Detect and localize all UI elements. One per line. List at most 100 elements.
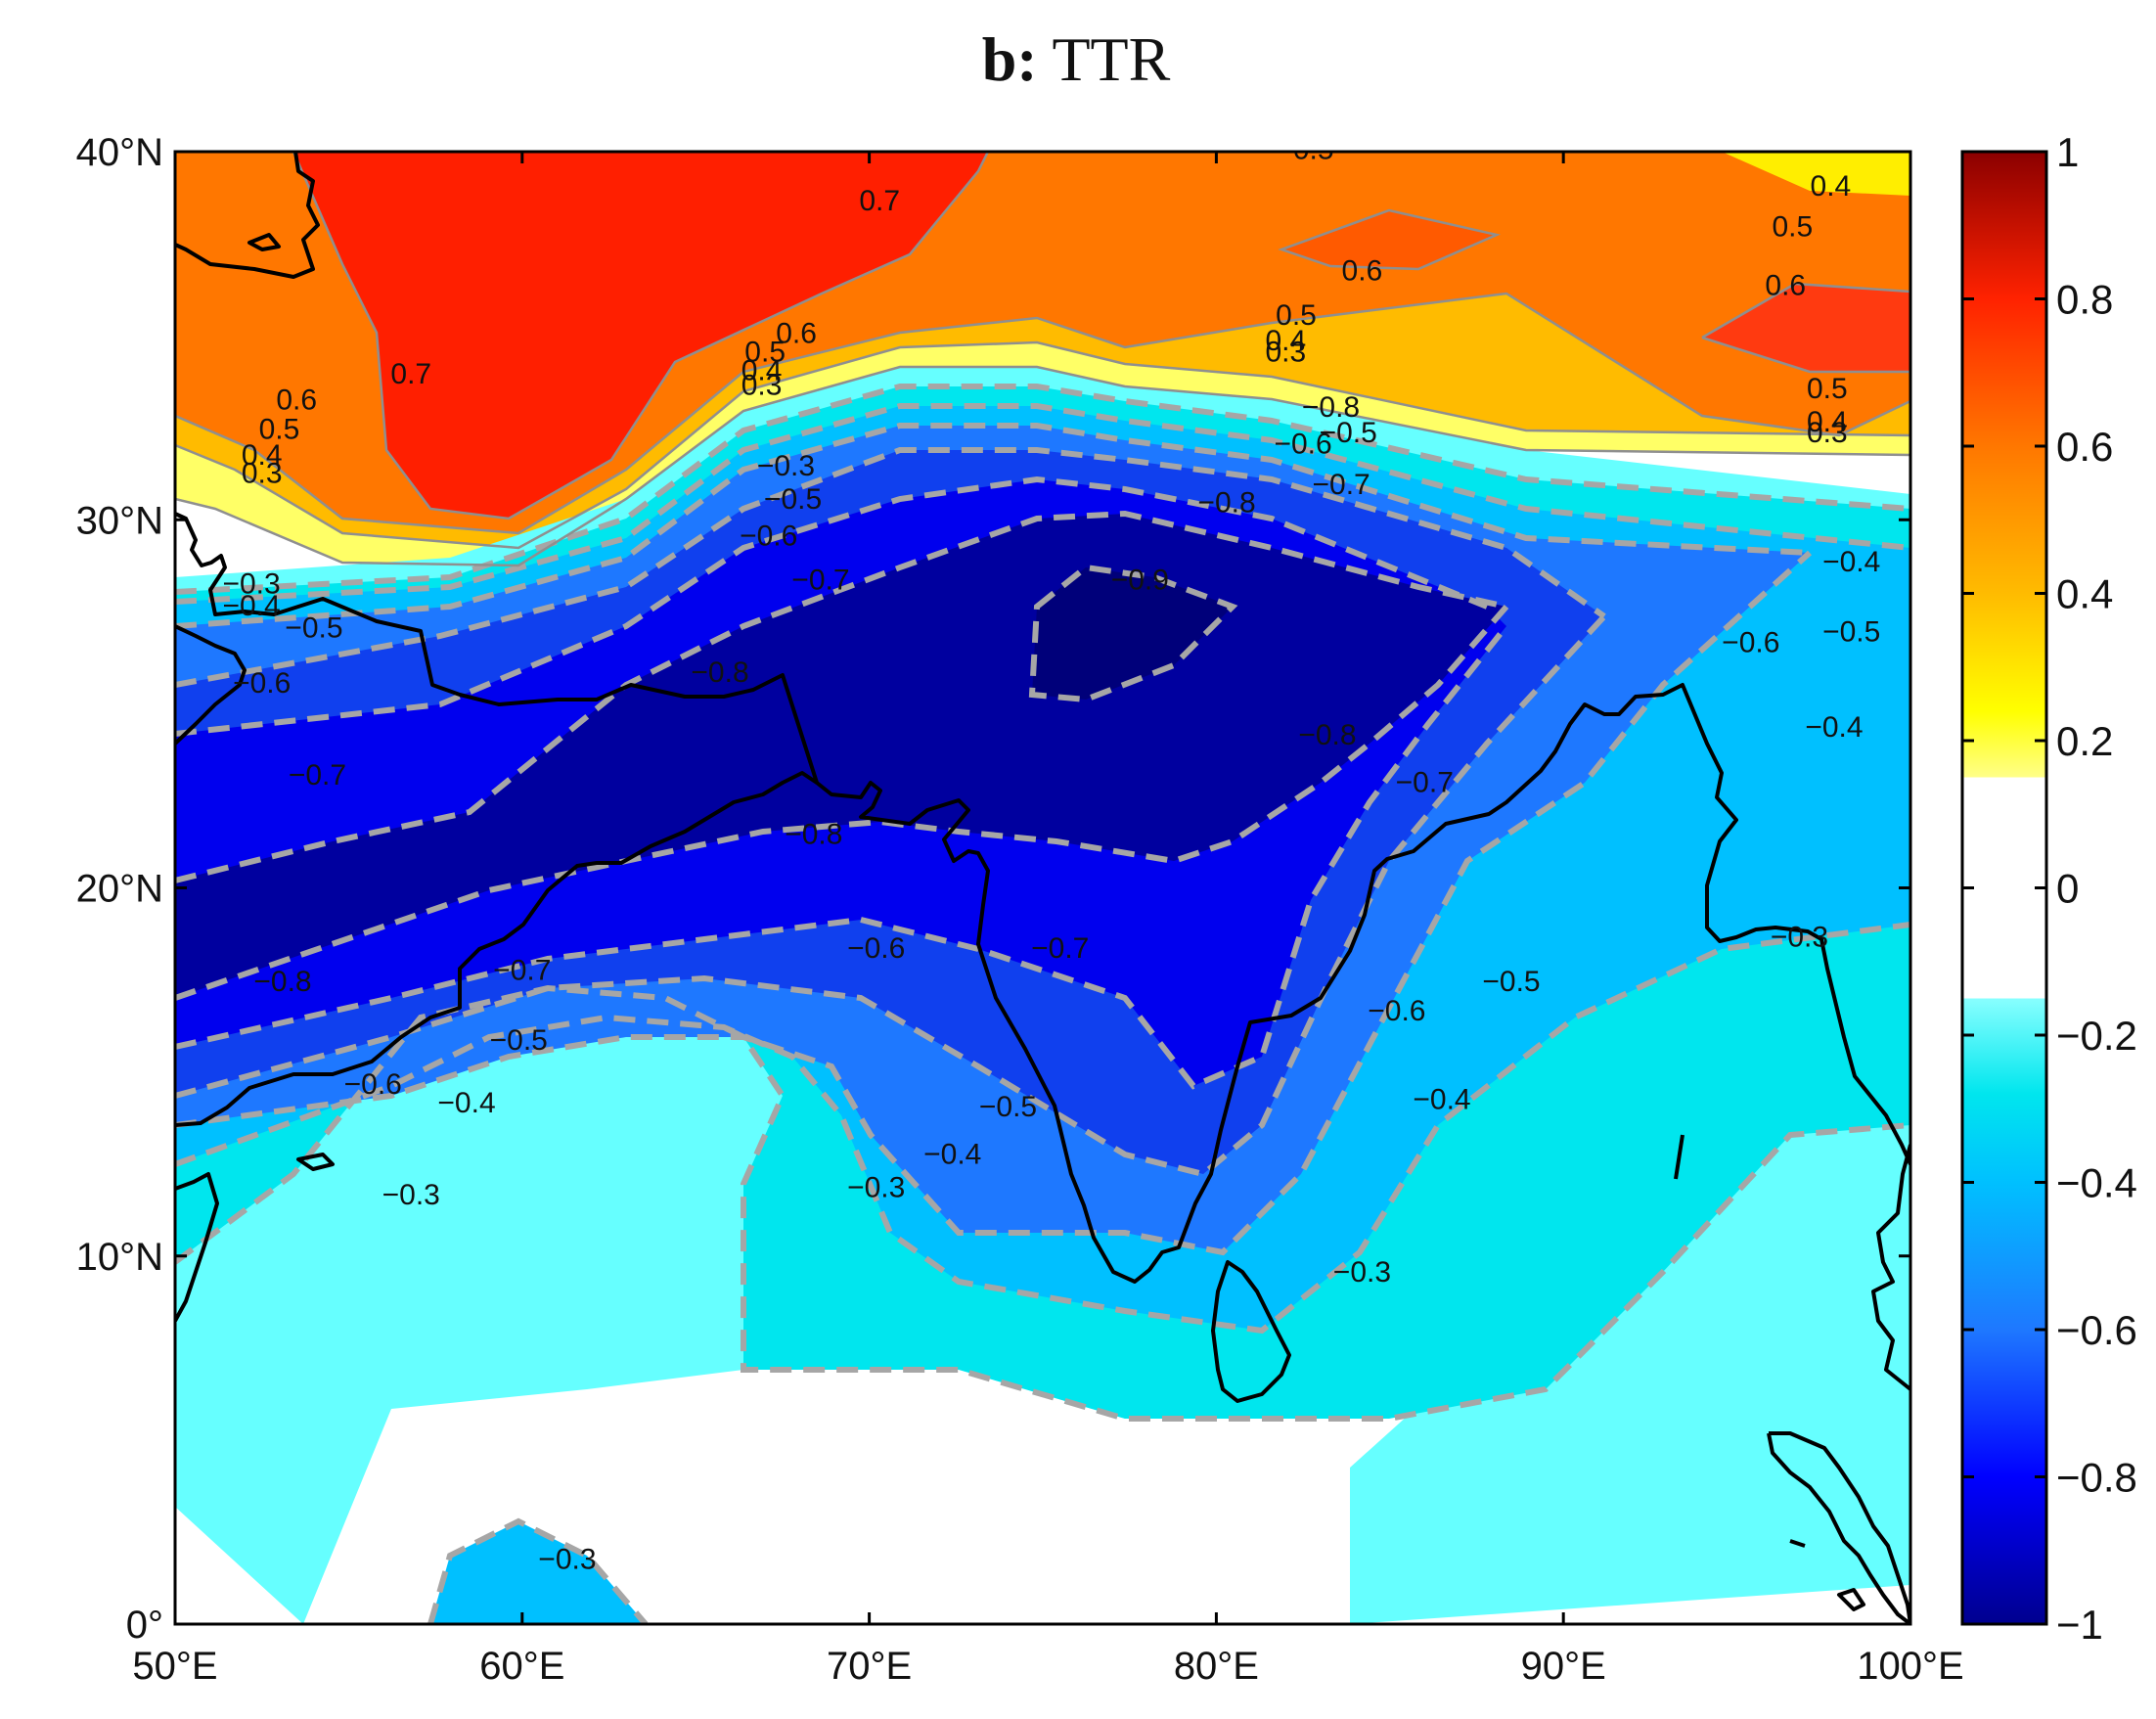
contour-label: 0.4 (741, 354, 783, 386)
contour-label: −0.3 (757, 450, 815, 482)
x-tick-label: 100°E (1857, 1645, 1963, 1688)
coastline-sumatra (1769, 1431, 1910, 1624)
coastline-nicobar (1789, 1539, 1806, 1548)
contour-label: −0.3 (847, 1172, 905, 1204)
figure-title: b: TTR (982, 24, 1171, 94)
contour-label: 0.3 (741, 369, 783, 401)
contour-label: −0.4 (1822, 546, 1880, 578)
contour-label: −0.3 (1333, 1256, 1391, 1289)
colorbar-tick-label: −0.6 (2056, 1307, 2137, 1353)
colorbar-tick-label: 0.2 (2056, 718, 2113, 764)
map-axes: 50°E 60°E 70°E 80°E 90°E 100°E 0° 10°N 20°N 30°N 4… (76, 131, 1964, 1688)
contour-label: 0.4 (1807, 406, 1848, 438)
contour-label: −0.4 (222, 590, 280, 622)
contour-label: 0.5 (1773, 211, 1814, 244)
colorbar-tick-label: 0.8 (2056, 277, 2113, 323)
contour-label: −0.4 (923, 1139, 981, 1171)
contour-label: −0.9 (1111, 565, 1169, 597)
colorbar: 1 0.8 0.6 0.4 0.2 0 −0.2 −0.4 −0.6 −0.8 −1 (1960, 129, 2137, 1648)
contour-label: 0.5 (1293, 134, 1334, 166)
colorbar-tick-label: 0.4 (2056, 571, 2113, 617)
coastline-sumatra-west (1767, 1432, 1910, 1624)
contour-label: −0.8 (1197, 487, 1255, 520)
contour-label: 0.7 (390, 358, 431, 390)
contour-label: 0.5 (1807, 373, 1848, 405)
contour-label: −0.4 (1805, 711, 1863, 744)
contour-label: 0.5 (744, 336, 786, 368)
coastlines (175, 152, 1910, 1624)
colorbar-tick-label: 0.6 (2056, 424, 2113, 470)
coastline-arabia-iran-india (175, 512, 1910, 1284)
contour-label: −0.8 (253, 966, 311, 998)
contour-label: 0.4 (242, 439, 283, 472)
contour-label: −0.5 (285, 612, 342, 645)
contour-label: −0.8 (1302, 391, 1360, 424)
contour-label: −0.6 (1274, 429, 1331, 461)
x-tick-label: 70°E (827, 1645, 912, 1688)
contour-label: −0.6 (847, 932, 905, 965)
colorbar-tick-label: −0.4 (2056, 1160, 2137, 1206)
contour-label: −0.5 (1482, 966, 1540, 998)
contour-label: 0.5 (1276, 299, 1317, 332)
coastline-somalia (175, 1172, 219, 1322)
contour-label: 0.3 (1807, 417, 1848, 449)
colorbar-tick-label: −0.8 (2056, 1455, 2137, 1501)
contour-label: 0.4 (1811, 170, 1852, 203)
negative-contour-lines (175, 384, 1910, 1624)
contour-label: −0.3 (382, 1179, 440, 1211)
contour-label: 0.6 (1765, 270, 1806, 302)
contour-label: −0.7 (1031, 932, 1089, 965)
coastline-caspian (247, 233, 281, 251)
y-tick-label: 0° (126, 1604, 163, 1647)
colorbar-tick-label: 1 (2056, 129, 2079, 175)
coastline-arabia-west (175, 624, 247, 746)
contour-label: −0.4 (437, 1087, 495, 1119)
y-tick-label: 40°N (76, 131, 163, 174)
coastline-socotra (296, 1153, 335, 1171)
contour-label: −0.5 (764, 483, 822, 516)
fill-neg-0-4-south (430, 1521, 646, 1624)
contour-label: −0.5 (979, 1091, 1037, 1123)
colorbar-ticks: 1 0.8 0.6 0.4 0.2 0 −0.2 −0.4 −0.6 −0.8 −1 (1962, 129, 2137, 1648)
map-frame: 50°E 60°E 70°E 80°E 90°E 100°E 0° 10°N 20°N 30°N 4… (76, 131, 1964, 1688)
contour-label: −0.7 (1313, 469, 1370, 501)
colorbar-tick-label: −0.2 (2056, 1013, 2137, 1059)
colorbar-tick-label: −1 (2056, 1602, 2103, 1648)
contour-label: −0.8 (1298, 719, 1356, 751)
colorbar-gradient (1960, 150, 2048, 1626)
contour-label: −0.6 (1368, 995, 1425, 1027)
contour-label: −0.6 (233, 667, 291, 700)
contour-label: 0.6 (276, 384, 317, 416)
contour-label: −0.3 (538, 1544, 596, 1576)
x-tick-label: 60°E (479, 1645, 564, 1688)
fill-pos-0-2-ne (1722, 152, 1910, 196)
fill-pos-0-6-east (1702, 284, 1910, 372)
colorbar-tick-label: 0 (2056, 866, 2079, 912)
contour-label: 0.7 (859, 185, 900, 217)
contour-label: −0.8 (785, 818, 842, 850)
contour-label: −0.7 (1396, 767, 1454, 799)
coastline-small-island (1837, 1588, 1865, 1611)
coastline-andaman (1674, 1134, 1684, 1180)
y-tick-label: 30°N (76, 499, 163, 542)
contour-label: 0.6 (776, 318, 817, 350)
contour-label: −0.6 (344, 1068, 402, 1101)
contour-label: −0.3 (222, 568, 280, 601)
positive-contour-lines (175, 152, 1910, 567)
contour-label: −0.5 (1320, 417, 1377, 449)
contour-label: −0.3 (1771, 922, 1828, 954)
fill-pos-0-7 (293, 152, 988, 519)
fill-pos-0-6-central (1281, 210, 1497, 269)
contour-labels: 0.70.70.50.60.50.40.30.40.50.60.50.40.30… (222, 134, 1880, 1576)
figure-title-name: TTR (1052, 24, 1170, 94)
contour-label: 0.4 (1266, 325, 1307, 357)
contour-label: −0.4 (1413, 1083, 1470, 1115)
contour-label: −0.7 (289, 759, 346, 792)
figure-panel-letter: b: (982, 24, 1038, 94)
coastline-arabia-south (175, 771, 819, 1127)
contour-label: −0.5 (1822, 615, 1880, 648)
contour-label: −0.5 (490, 1024, 548, 1057)
coastline-sri-lanka (1211, 1260, 1291, 1403)
contour-label: −0.8 (691, 656, 748, 689)
map-area: 0.70.70.50.60.50.40.30.40.50.60.50.40.30… (175, 134, 1910, 1624)
